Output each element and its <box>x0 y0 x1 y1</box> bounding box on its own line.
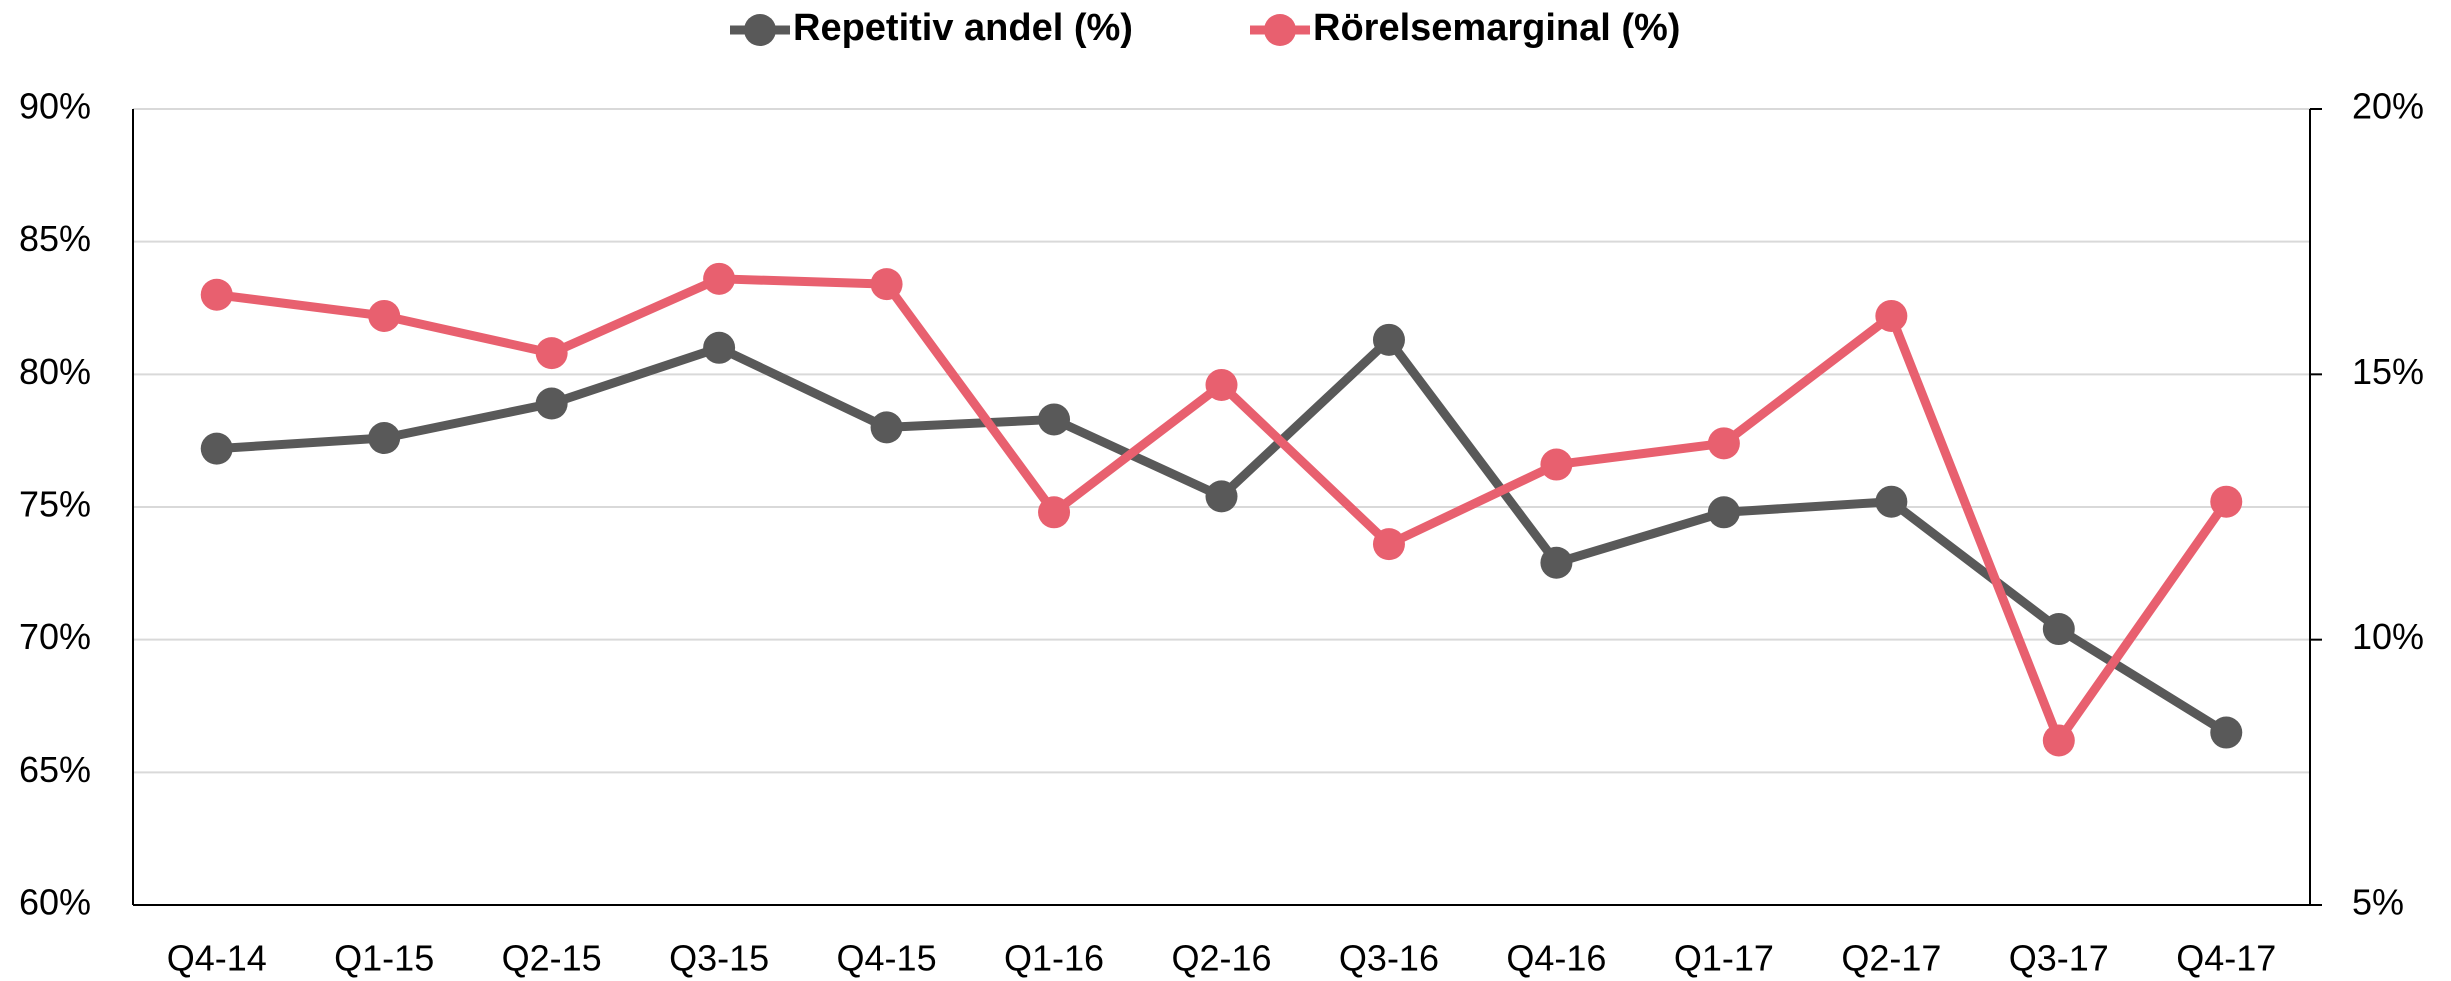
point <box>2210 716 2243 749</box>
x-tick-label: Q3-17 <box>2009 938 2109 979</box>
x-tick-label: Q4-16 <box>1506 938 1606 979</box>
point <box>200 278 233 311</box>
point <box>200 432 233 465</box>
point <box>1707 427 1740 460</box>
point <box>2042 724 2075 757</box>
point <box>368 422 401 455</box>
point <box>1540 448 1573 481</box>
point <box>870 411 903 444</box>
point <box>1038 403 1071 436</box>
y-tick-label: 65% <box>19 749 91 790</box>
point <box>1707 496 1740 529</box>
x-tick-label: Q1-16 <box>1004 938 1104 979</box>
point <box>2042 613 2075 646</box>
x-tick-label: Q1-17 <box>1674 938 1774 979</box>
y-tick-label: 75% <box>19 484 91 525</box>
point <box>1038 496 1071 529</box>
legend-label: Rörelsemarginal (%) <box>1313 7 1680 49</box>
point <box>535 337 568 370</box>
y2-tick-label: 10% <box>2352 616 2424 657</box>
point <box>1875 485 1908 518</box>
x-tick-label: Q2-17 <box>1841 938 1941 979</box>
point <box>1540 546 1573 579</box>
point <box>703 331 736 364</box>
point <box>1205 480 1238 513</box>
x-tick-label: Q4-14 <box>167 938 267 979</box>
x-tick-label: Q4-17 <box>2176 938 2276 979</box>
legend-label: Repetitiv andel (%) <box>793 7 1133 49</box>
point <box>1875 299 1908 332</box>
legend-marker <box>744 14 776 46</box>
y-tick-label: 60% <box>19 882 91 923</box>
point <box>1372 528 1405 561</box>
y2-tick-label: 20% <box>2352 86 2424 127</box>
y-tick-label: 90% <box>19 86 91 127</box>
point <box>1205 368 1238 401</box>
y-tick-label: 70% <box>19 616 91 657</box>
y-tick-label: 85% <box>19 218 91 259</box>
point <box>2210 485 2243 518</box>
x-tick-label: Q2-15 <box>502 938 602 979</box>
point <box>1372 323 1405 356</box>
x-tick-label: Q3-16 <box>1339 938 1439 979</box>
x-tick-label: Q1-15 <box>334 938 434 979</box>
point <box>368 299 401 332</box>
x-tick-label: Q2-16 <box>1171 938 1271 979</box>
x-tick-label: Q4-15 <box>837 938 937 979</box>
x-tick-label: Q3-15 <box>669 938 769 979</box>
y2-tick-label: 5% <box>2352 882 2404 923</box>
legend-marker <box>1264 14 1296 46</box>
y-tick-label: 80% <box>19 351 91 392</box>
point <box>703 262 736 295</box>
point <box>870 268 903 301</box>
point <box>535 387 568 420</box>
y2-tick-label: 15% <box>2352 351 2424 392</box>
